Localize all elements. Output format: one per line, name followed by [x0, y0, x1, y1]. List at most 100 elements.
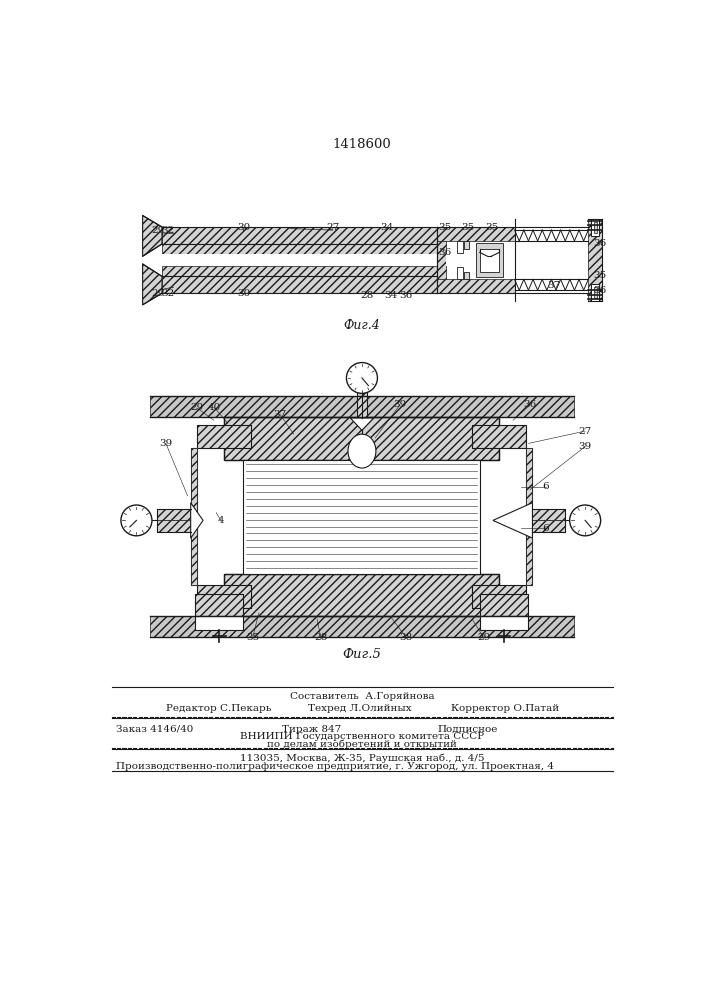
Bar [480, 249, 499, 272]
Bar [195, 594, 243, 616]
Bar [480, 594, 528, 616]
Bar [437, 279, 515, 293]
Text: Тираж 847: Тираж 847 [282, 725, 341, 734]
Text: 28: 28 [314, 633, 327, 642]
Text: по делам изобретений и открытий: по делам изобретений и открытий [267, 740, 457, 749]
Bar [191, 448, 197, 585]
Bar [588, 219, 602, 301]
Text: 29: 29 [190, 403, 204, 412]
Bar [356, 388, 362, 417]
Polygon shape [143, 215, 162, 256]
Bar [480, 594, 528, 616]
Bar [464, 241, 469, 249]
Text: 35: 35 [246, 633, 259, 642]
Text: 40: 40 [208, 403, 221, 412]
Bar [457, 267, 462, 279]
Text: 38: 38 [399, 633, 413, 642]
Text: 37: 37 [273, 410, 286, 419]
Text: 32: 32 [162, 226, 175, 235]
Text: 36: 36 [593, 239, 607, 248]
Bar [446, 254, 515, 266]
Text: Фиг.5: Фиг.5 [342, 648, 381, 661]
Text: ВНИИПИ Государственного комитета СССР: ВНИИПИ Государственного комитета СССР [240, 732, 484, 741]
Polygon shape [191, 503, 203, 538]
Bar [526, 448, 532, 585]
Text: 35: 35 [438, 223, 452, 232]
Circle shape [346, 363, 378, 393]
Text: 32: 32 [162, 289, 175, 298]
Ellipse shape [348, 434, 376, 468]
Bar [195, 594, 243, 616]
Polygon shape [143, 264, 162, 305]
Bar [151, 396, 574, 417]
Polygon shape [351, 418, 373, 430]
Text: 29: 29 [151, 289, 165, 298]
Bar [526, 448, 532, 585]
Text: Редактор С.Пекарь: Редактор С.Пекарь [166, 704, 271, 713]
Bar [224, 574, 499, 616]
Bar [162, 244, 437, 254]
Bar [472, 585, 526, 608]
Text: 36: 36 [438, 248, 452, 257]
Text: 35: 35 [462, 223, 474, 232]
Bar [197, 425, 251, 448]
Bar [437, 241, 446, 279]
Bar [532, 520, 565, 532]
Polygon shape [493, 503, 532, 538]
Text: 27: 27 [578, 427, 592, 436]
Bar [224, 417, 499, 460]
Text: 35: 35 [593, 271, 607, 280]
Text: 36: 36 [399, 291, 413, 300]
Bar [594, 287, 597, 298]
Bar [532, 509, 565, 520]
Text: Подписное: Подписное [437, 725, 498, 734]
Text: 30: 30 [237, 289, 250, 298]
Bar [362, 388, 368, 417]
Bar [480, 616, 528, 630]
Text: 113035, Москва, Ж-35, Раушская наб., д. 4/5: 113035, Москва, Ж-35, Раушская наб., д. … [240, 754, 484, 763]
Bar [594, 222, 597, 233]
Text: 4: 4 [218, 516, 224, 525]
Bar [591, 219, 599, 236]
Bar [162, 276, 437, 293]
Bar [162, 227, 437, 244]
Bar [162, 254, 437, 266]
Bar [243, 460, 480, 574]
Text: 6: 6 [542, 482, 549, 491]
Text: Заказ 4146/40: Заказ 4146/40 [115, 725, 193, 734]
Bar [162, 266, 437, 276]
Bar [224, 417, 499, 460]
Bar [156, 520, 191, 532]
Text: 34: 34 [384, 291, 397, 300]
Text: 6: 6 [542, 524, 549, 533]
Text: Производственно-полиграфическое предприятие, г. Ужгород, ул. Проектная, 4: Производственно-полиграфическое предприя… [115, 762, 554, 771]
Text: 39: 39 [578, 442, 592, 451]
Bar [151, 616, 574, 637]
Text: 35: 35 [485, 223, 498, 232]
Bar [591, 284, 599, 301]
Bar [156, 509, 191, 520]
Text: 1418600: 1418600 [332, 138, 392, 151]
Text: Техред Л.Олийных: Техред Л.Олийных [308, 704, 411, 713]
Bar [472, 585, 526, 608]
Bar [197, 585, 251, 608]
Text: 29: 29 [151, 226, 165, 235]
Bar [476, 243, 503, 277]
Text: 30: 30 [237, 223, 250, 232]
Bar [224, 574, 499, 616]
Text: Фиг.4: Фиг.4 [344, 319, 380, 332]
Text: 37: 37 [547, 281, 560, 290]
Circle shape [570, 505, 601, 536]
Text: 36: 36 [523, 400, 537, 409]
Bar [191, 448, 197, 585]
Text: 28: 28 [361, 291, 374, 300]
Bar [195, 616, 243, 630]
Bar [197, 425, 251, 448]
Bar [472, 425, 526, 448]
Text: 39: 39 [159, 439, 173, 448]
Bar [464, 272, 469, 279]
Circle shape [121, 505, 152, 536]
Bar [472, 425, 526, 448]
Text: 27: 27 [326, 223, 339, 232]
Text: 29: 29 [477, 633, 490, 642]
